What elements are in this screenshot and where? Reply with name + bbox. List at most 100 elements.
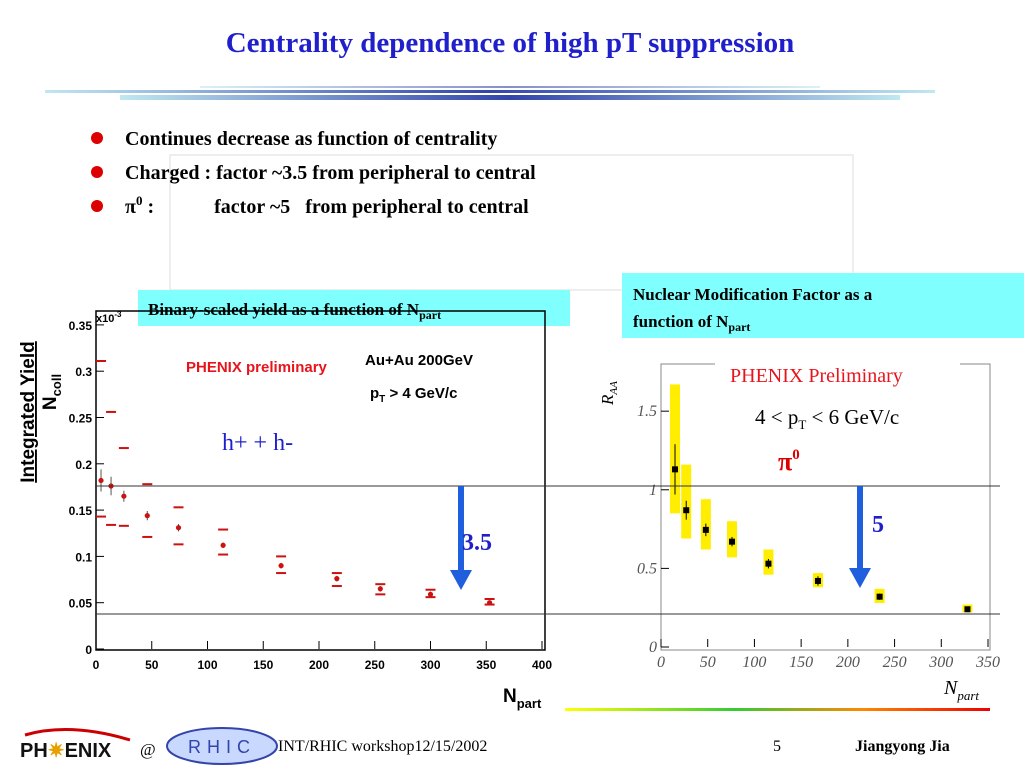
x-tick-label: 300 [420, 658, 440, 672]
x-tick-label: 350 [975, 654, 1000, 671]
y-tick-label: 0 [649, 639, 657, 656]
panel-label: Nuclear Modification Factor as a [633, 285, 873, 304]
data-point [702, 526, 709, 533]
x-tick-label: 50 [700, 654, 716, 671]
data-point [814, 577, 821, 584]
y-axis-label: Ncoll [40, 374, 64, 410]
panel-label-box [622, 273, 1024, 338]
x-tick-label: 350 [476, 658, 496, 672]
bullet-text: Charged : factor ~3.5 from peripheral to… [125, 162, 536, 184]
y-tick-label: 0.35 [69, 319, 93, 333]
legend-label: h+ + h- [222, 430, 293, 456]
data-point [334, 576, 340, 582]
data-point [220, 542, 226, 548]
data-point [121, 493, 127, 499]
footer-at: @ [140, 740, 156, 759]
panel-label: function of Npart [633, 312, 750, 334]
x-tick-label: 250 [365, 658, 385, 672]
cut-label: pT > 4 GeV/c [370, 385, 457, 405]
y-tick-label: 0.2 [75, 458, 92, 472]
data-point [765, 560, 772, 567]
x-tick-label: 0 [93, 658, 100, 672]
plot-frame [95, 310, 546, 651]
cut-label: 4 < pT < 6 GeV/c [755, 405, 899, 432]
data-point [486, 600, 493, 606]
data-point [672, 466, 679, 473]
y-axis-label: RAA [598, 381, 620, 406]
footer-author: Jiangyong Jia [855, 738, 950, 755]
y-tick-label: 0.25 [69, 411, 93, 425]
data-point [964, 606, 971, 613]
x-tick-label: 150 [253, 658, 273, 672]
x-tick-label: 100 [742, 654, 766, 671]
x-tick-label: 150 [789, 654, 813, 671]
bullet-dot [91, 200, 103, 212]
plots: 0 50 100 150 200 250 300 350 40000.050.10.150.20… [18, 310, 1000, 711]
multiplier: x10-3 [96, 310, 122, 325]
data-point [175, 525, 182, 531]
right-plot-background [590, 345, 1010, 710]
x-tick-label: 300 [928, 654, 953, 671]
x-tick-label: 100 [197, 658, 217, 672]
cut-p: p [370, 385, 379, 402]
y-tick-label: 0.3 [75, 365, 92, 379]
annotation: PHENIX Preliminary [730, 365, 903, 387]
y-tick-label: 0.1 [75, 550, 92, 564]
y-axis-label: Integrated Yield [18, 341, 39, 482]
factor-label: 5 [872, 512, 884, 538]
plot-texts: x10-3 PHENIX preliminary Au+Au 200GeV pT > … [18, 310, 542, 711]
y-tick-label: 1 [649, 482, 657, 499]
cut-rest: < 6 GeV/c [806, 405, 899, 429]
bullet-dot [91, 132, 103, 144]
panel-label-box [138, 290, 570, 326]
x-tick-label: 250 [883, 654, 907, 671]
legend-label: π0 [778, 447, 800, 476]
cut-sub: T [798, 417, 806, 432]
data-point [729, 538, 736, 545]
x-axis-label: Npart [503, 686, 542, 711]
logo-swoosh [24, 728, 131, 742]
multiplier-base: x10 [96, 313, 114, 325]
title-decoration [45, 86, 935, 100]
x-tick-label: 200 [309, 658, 329, 672]
factor-label: 3.5 [462, 530, 492, 556]
data-point [427, 591, 434, 597]
x-label-main: N [943, 677, 959, 699]
y-tick-label: 0.05 [69, 597, 93, 611]
y-tick-label: 0.5 [637, 560, 657, 577]
slide-title: Centrality dependence of high pT suppres… [226, 27, 795, 59]
x-tick-label: 200 [836, 654, 860, 671]
footer-page: 5 [773, 738, 781, 755]
legend-name: π [778, 447, 792, 476]
data-point [683, 507, 690, 514]
cut-sub: T [379, 394, 385, 405]
footer: PH✷ENIX @ RHIC INT/RHIC workshop12/15/20… [20, 727, 950, 765]
guide-lines [95, 485, 1000, 615]
data-point [876, 593, 883, 600]
annotation-bg [715, 356, 960, 386]
footer-event: INT/RHIC workshop12/15/2002 [278, 738, 487, 755]
data-point [278, 563, 284, 569]
cut-p: 4 < p [755, 405, 798, 429]
y-tick-label: 1.5 [637, 403, 657, 420]
y-label-main: N [40, 396, 61, 410]
x-tick-label: 400 [532, 658, 552, 672]
footer-rule [565, 708, 990, 711]
bullet-text: Continues decrease as function of centra… [125, 128, 497, 150]
annotation: PHENIX preliminary [186, 359, 328, 376]
rhic-text: RHIC [188, 737, 256, 757]
y-tick-label: 0 [85, 643, 92, 657]
left-plot-background [0, 290, 565, 715]
rhic-logo [166, 727, 278, 765]
multiplier-exp: -3 [114, 310, 122, 319]
data-point [144, 513, 150, 519]
data-point [98, 477, 104, 484]
bullet-list: Continues decrease as function of centra… [91, 128, 536, 218]
x-axis-label: Npart [943, 677, 979, 703]
annotation: Au+Au 200GeV [365, 352, 473, 369]
x-tick-label: 50 [145, 658, 159, 672]
y-label-main: R [598, 394, 617, 406]
